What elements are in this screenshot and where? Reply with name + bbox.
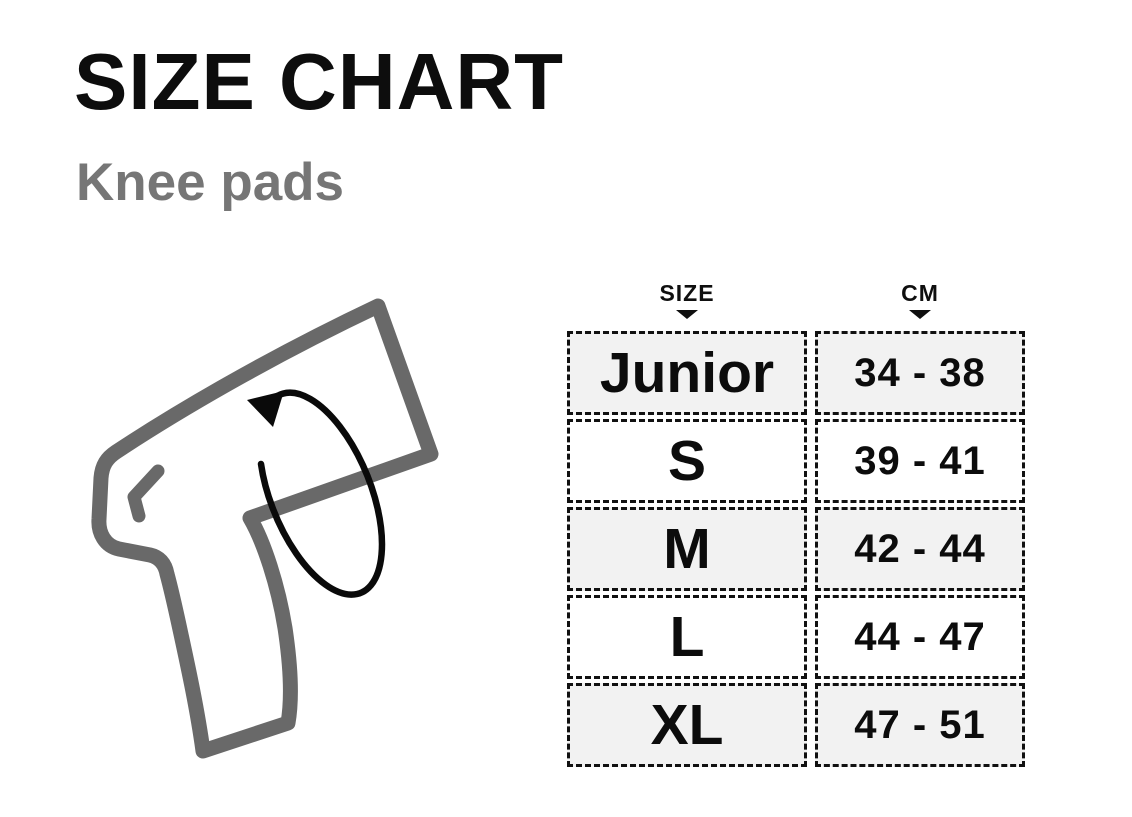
size-cell: Junior [567, 331, 807, 415]
triangle-down-icon [909, 310, 931, 319]
size-table-header: SIZE CM [567, 280, 1025, 319]
page-subtitle: Knee pads [76, 153, 345, 212]
page-title: SIZE CHART [74, 37, 564, 126]
triangle-down-icon [676, 310, 698, 319]
knee-measurement-illustration-icon [91, 298, 439, 759]
table-row-junior: Junior 34 - 38 [567, 331, 1025, 415]
cm-cell: 47 - 51 [815, 683, 1025, 767]
cm-cell: 34 - 38 [815, 331, 1025, 415]
table-row-xl: XL 47 - 51 [567, 683, 1025, 767]
size-cell: M [567, 507, 807, 591]
column-header-size-label: SIZE [659, 280, 715, 306]
size-table: SIZE CM Junior 34 - 38 S 39 - 41 M 42 - … [567, 280, 1025, 771]
measurement-arrow-ellipse [257, 389, 386, 598]
column-header-size: SIZE [567, 280, 807, 319]
size-cell: L [567, 595, 807, 679]
table-row-l: L 44 - 47 [567, 595, 1025, 679]
cm-cell: 39 - 41 [815, 419, 1025, 503]
size-cell: XL [567, 683, 807, 767]
column-header-cm-label: CM [901, 280, 939, 306]
cm-cell: 42 - 44 [815, 507, 1025, 591]
measurement-arrow-head [247, 391, 284, 427]
size-cell: S [567, 419, 807, 503]
table-row-s: S 39 - 41 [567, 419, 1025, 503]
table-row-m: M 42 - 44 [567, 507, 1025, 591]
column-header-cm: CM [815, 280, 1025, 319]
cm-cell: 44 - 47 [815, 595, 1025, 679]
leg-outline [91, 298, 439, 759]
kneecap-mark [127, 464, 165, 523]
